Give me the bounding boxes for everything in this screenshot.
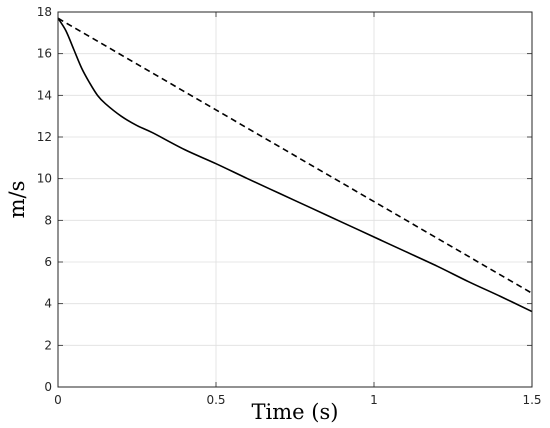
plot-frame — [57, 11, 533, 388]
y-tick-label: 6 — [44, 255, 52, 269]
y-tick-label: 16 — [37, 47, 52, 61]
series-layer — [57, 17, 533, 313]
y-tick-label: 10 — [37, 172, 52, 186]
grid — [58, 12, 532, 387]
x-axis-title: Time (s) — [252, 400, 339, 424]
y-tick-label: 0 — [44, 380, 52, 394]
x-tick-label: 1 — [370, 393, 378, 407]
y-tick-label: 8 — [44, 213, 52, 227]
axis-ticks — [57, 11, 533, 388]
x-tick-label: 0 — [54, 393, 62, 407]
y-tick-label: 12 — [37, 130, 52, 144]
y-tick-label: 4 — [44, 297, 52, 311]
series-line-solid — [57, 17, 533, 313]
y-tick-label: 2 — [44, 338, 52, 352]
x-tick-label: 1.5 — [522, 393, 541, 407]
y-tick-label: 18 — [37, 5, 52, 19]
x-tick-label: 0.5 — [206, 393, 225, 407]
tick-labels: 0 0.5 1 1.5 0 2 4 6 8 10 12 14 16 18 — [37, 5, 542, 407]
y-axis-title: m/s — [5, 181, 29, 219]
series-line-dashed — [57, 17, 533, 294]
y-tick-label: 14 — [37, 88, 52, 102]
